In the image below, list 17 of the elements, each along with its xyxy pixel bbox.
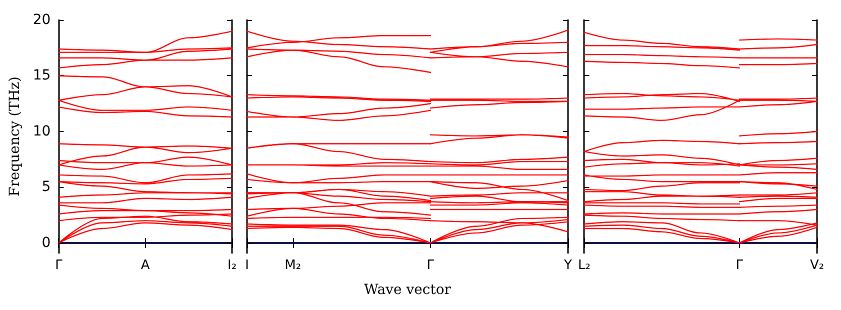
x-tick-label: A — [140, 258, 150, 273]
x-tick-label: L₂ — [578, 258, 590, 273]
x-tick-label: I — [245, 258, 249, 273]
x-tick-label: Γ — [736, 258, 744, 273]
x-tick-label: I₂ — [227, 258, 237, 273]
y-tick-label: 15 — [32, 68, 51, 84]
y-axis-title: Frequency (THz) — [7, 76, 23, 197]
x-tick-label: Γ — [426, 258, 435, 273]
y-tick-label: 20 — [32, 12, 51, 28]
x-tick-label: Y — [563, 258, 572, 273]
x-axis-title: Wave vector — [364, 282, 452, 298]
y-tick-label: 10 — [32, 123, 51, 140]
y-tick-label: 0 — [42, 234, 51, 251]
x-tick-label: M₂ — [284, 258, 302, 273]
y-tick-label: 5 — [42, 179, 51, 196]
x-tick-label: Γ — [55, 258, 64, 273]
x-tick-label: V₂ — [810, 258, 824, 273]
